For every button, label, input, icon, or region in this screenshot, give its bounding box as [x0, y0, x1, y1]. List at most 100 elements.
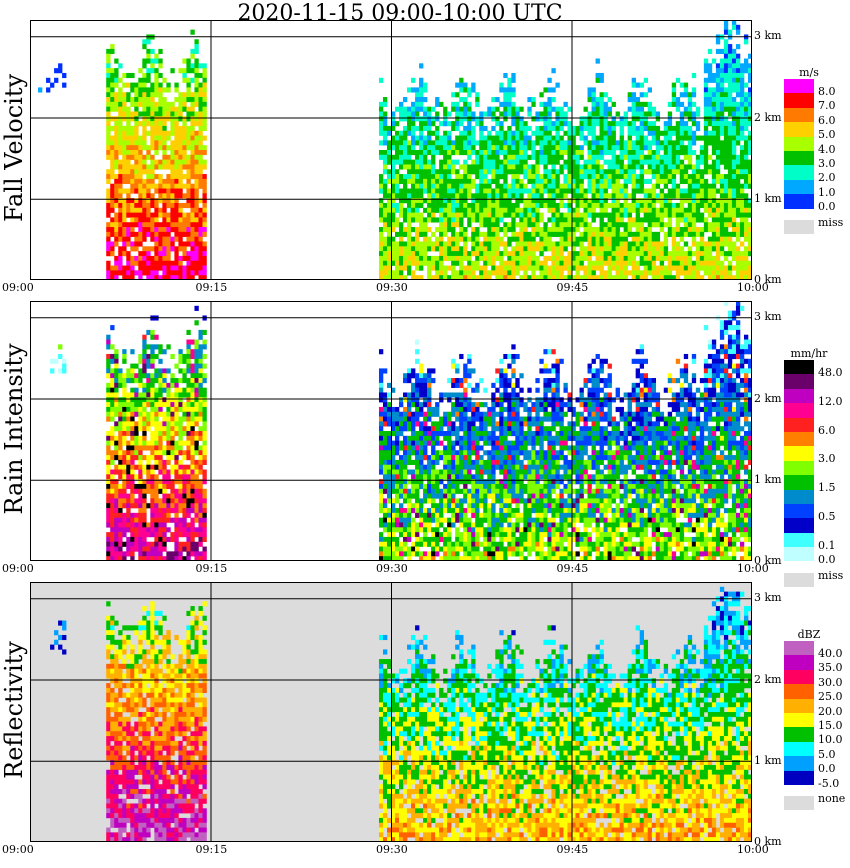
heatmap-cell [126, 164, 131, 170]
heatmap-cell [407, 270, 412, 276]
heatmap-cell [607, 164, 612, 170]
heatmap-cell [182, 125, 187, 132]
heatmap-cell [431, 159, 436, 165]
heatmap-cell [158, 556, 163, 561]
heatmap-cell [202, 188, 207, 194]
heatmap-cell [122, 231, 127, 237]
heatmap-cell [403, 159, 408, 165]
heatmap-cell [427, 202, 432, 209]
heatmap-cell [675, 265, 681, 271]
heatmap-cell [459, 77, 464, 83]
heatmap-cell [707, 265, 713, 271]
heatmap-cell [659, 198, 665, 204]
heatmap-cell [711, 275, 717, 280]
heatmap-cell [575, 222, 580, 228]
heatmap-cell [471, 241, 476, 247]
heatmap-cell [110, 198, 115, 204]
heatmap-cell [110, 207, 115, 213]
heatmap-cell [719, 58, 725, 64]
heatmap-cell [615, 178, 620, 184]
heatmap-cell [391, 193, 396, 199]
heatmap-cell [511, 169, 516, 175]
heatmap-cell [154, 77, 159, 83]
heatmap-cell [439, 246, 444, 252]
heatmap-cell [142, 402, 147, 408]
heatmap-cell [386, 236, 392, 242]
heatmap-cell [683, 111, 689, 117]
heatmap-cell [134, 431, 139, 437]
heatmap-cell [399, 222, 404, 228]
heatmap-cell [515, 178, 520, 184]
heatmap-cell [431, 154, 436, 160]
heatmap-cell [659, 260, 665, 266]
heatmap-cell [543, 246, 548, 252]
heatmap-cell [483, 145, 488, 151]
heatmap-cell [114, 508, 119, 514]
heatmap-cell [579, 255, 584, 262]
heatmap-cell [455, 193, 460, 199]
heatmap-cell [715, 97, 721, 103]
heatmap-cell [154, 260, 159, 266]
heatmap-cell [114, 546, 119, 552]
legend-row: 0.0 [784, 194, 850, 213]
heatmap-cell [202, 159, 207, 165]
heatmap-cell [106, 406, 111, 413]
heatmap-cell [110, 426, 115, 432]
heatmap-cell [647, 198, 653, 204]
heatmap-cell [591, 270, 596, 276]
heatmap-cell [415, 217, 420, 223]
legend-row: 4.0 [784, 136, 850, 156]
heatmap-cell [495, 231, 500, 237]
heatmap-cell [499, 169, 504, 175]
heatmap-cell [607, 159, 612, 165]
heatmap-cell [699, 275, 705, 280]
heatmap-cell [583, 125, 588, 132]
heatmap-cell [463, 159, 468, 165]
heatmap-cell [659, 265, 665, 271]
heatmap-cell [174, 508, 179, 514]
heatmap-cell [395, 260, 400, 266]
heatmap-cell [162, 135, 167, 141]
heatmap-cell [150, 411, 155, 417]
heatmap-cell [507, 82, 512, 88]
heatmap-cell [675, 169, 681, 175]
heatmap-cell [739, 265, 745, 271]
heatmap-cell [391, 111, 396, 117]
heatmap-cell [142, 421, 147, 427]
heatmap-cell [655, 150, 661, 156]
heatmap-cell [419, 77, 424, 83]
heatmap-cell [150, 193, 155, 199]
heatmap-cell [687, 251, 693, 257]
heatmap-cell [154, 222, 159, 228]
heatmap-cell [378, 270, 384, 276]
heatmap-cell [174, 198, 179, 204]
heatmap-cell [423, 164, 428, 170]
heatmap-cell [635, 202, 640, 209]
heatmap-cell [154, 231, 159, 237]
heatmap-cell [683, 125, 689, 132]
heatmap-cell [607, 97, 612, 103]
heatmap-cell [599, 145, 604, 151]
heatmap-cell [743, 150, 749, 156]
legend-swatch [784, 107, 814, 123]
heatmap-cell [639, 227, 644, 233]
heatmap-cell [174, 130, 179, 136]
heatmap-cell [507, 207, 512, 213]
heatmap-cell [170, 378, 175, 384]
heatmap-cell [631, 193, 636, 199]
heatmap-cell [134, 498, 139, 504]
heatmap-cell [735, 29, 741, 35]
heatmap-cell [423, 106, 428, 112]
heatmap-cell [679, 260, 685, 266]
heatmap-cell [110, 265, 115, 271]
heatmap-cell [146, 353, 151, 360]
heatmap-cell [182, 431, 187, 437]
heatmap-cell [170, 450, 175, 456]
heatmap-cell [631, 260, 636, 266]
heatmap-cell [146, 53, 151, 59]
heatmap-cell [427, 169, 432, 175]
heatmap-cell [643, 111, 649, 117]
heatmap-cell [571, 154, 576, 160]
heatmap-cell [695, 241, 701, 247]
heatmap-cell [110, 455, 115, 461]
